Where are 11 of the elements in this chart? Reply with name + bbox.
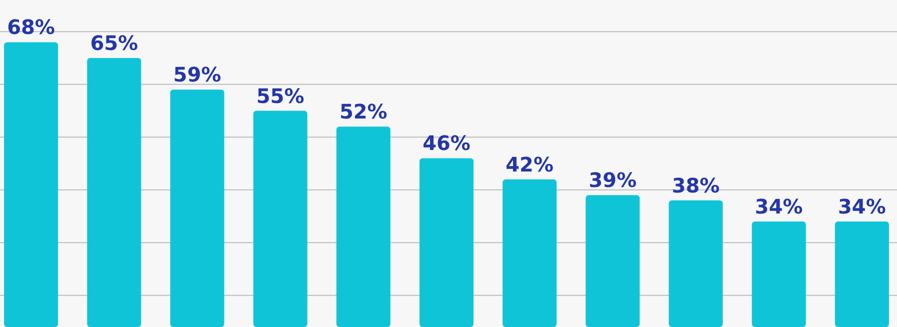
data-label: 59% [173,62,222,87]
data-label: 55% [256,84,304,108]
data-label: 68% [7,15,55,40]
data-label: 65% [90,31,138,56]
data-label: 52% [339,100,388,124]
data-label: 39% [588,168,637,192]
data-label: 46% [422,131,470,156]
data-label: 42% [506,152,554,176]
data-label: 34% [754,194,803,219]
data-label: 34% [838,194,886,219]
data-label: 38% [672,173,720,198]
